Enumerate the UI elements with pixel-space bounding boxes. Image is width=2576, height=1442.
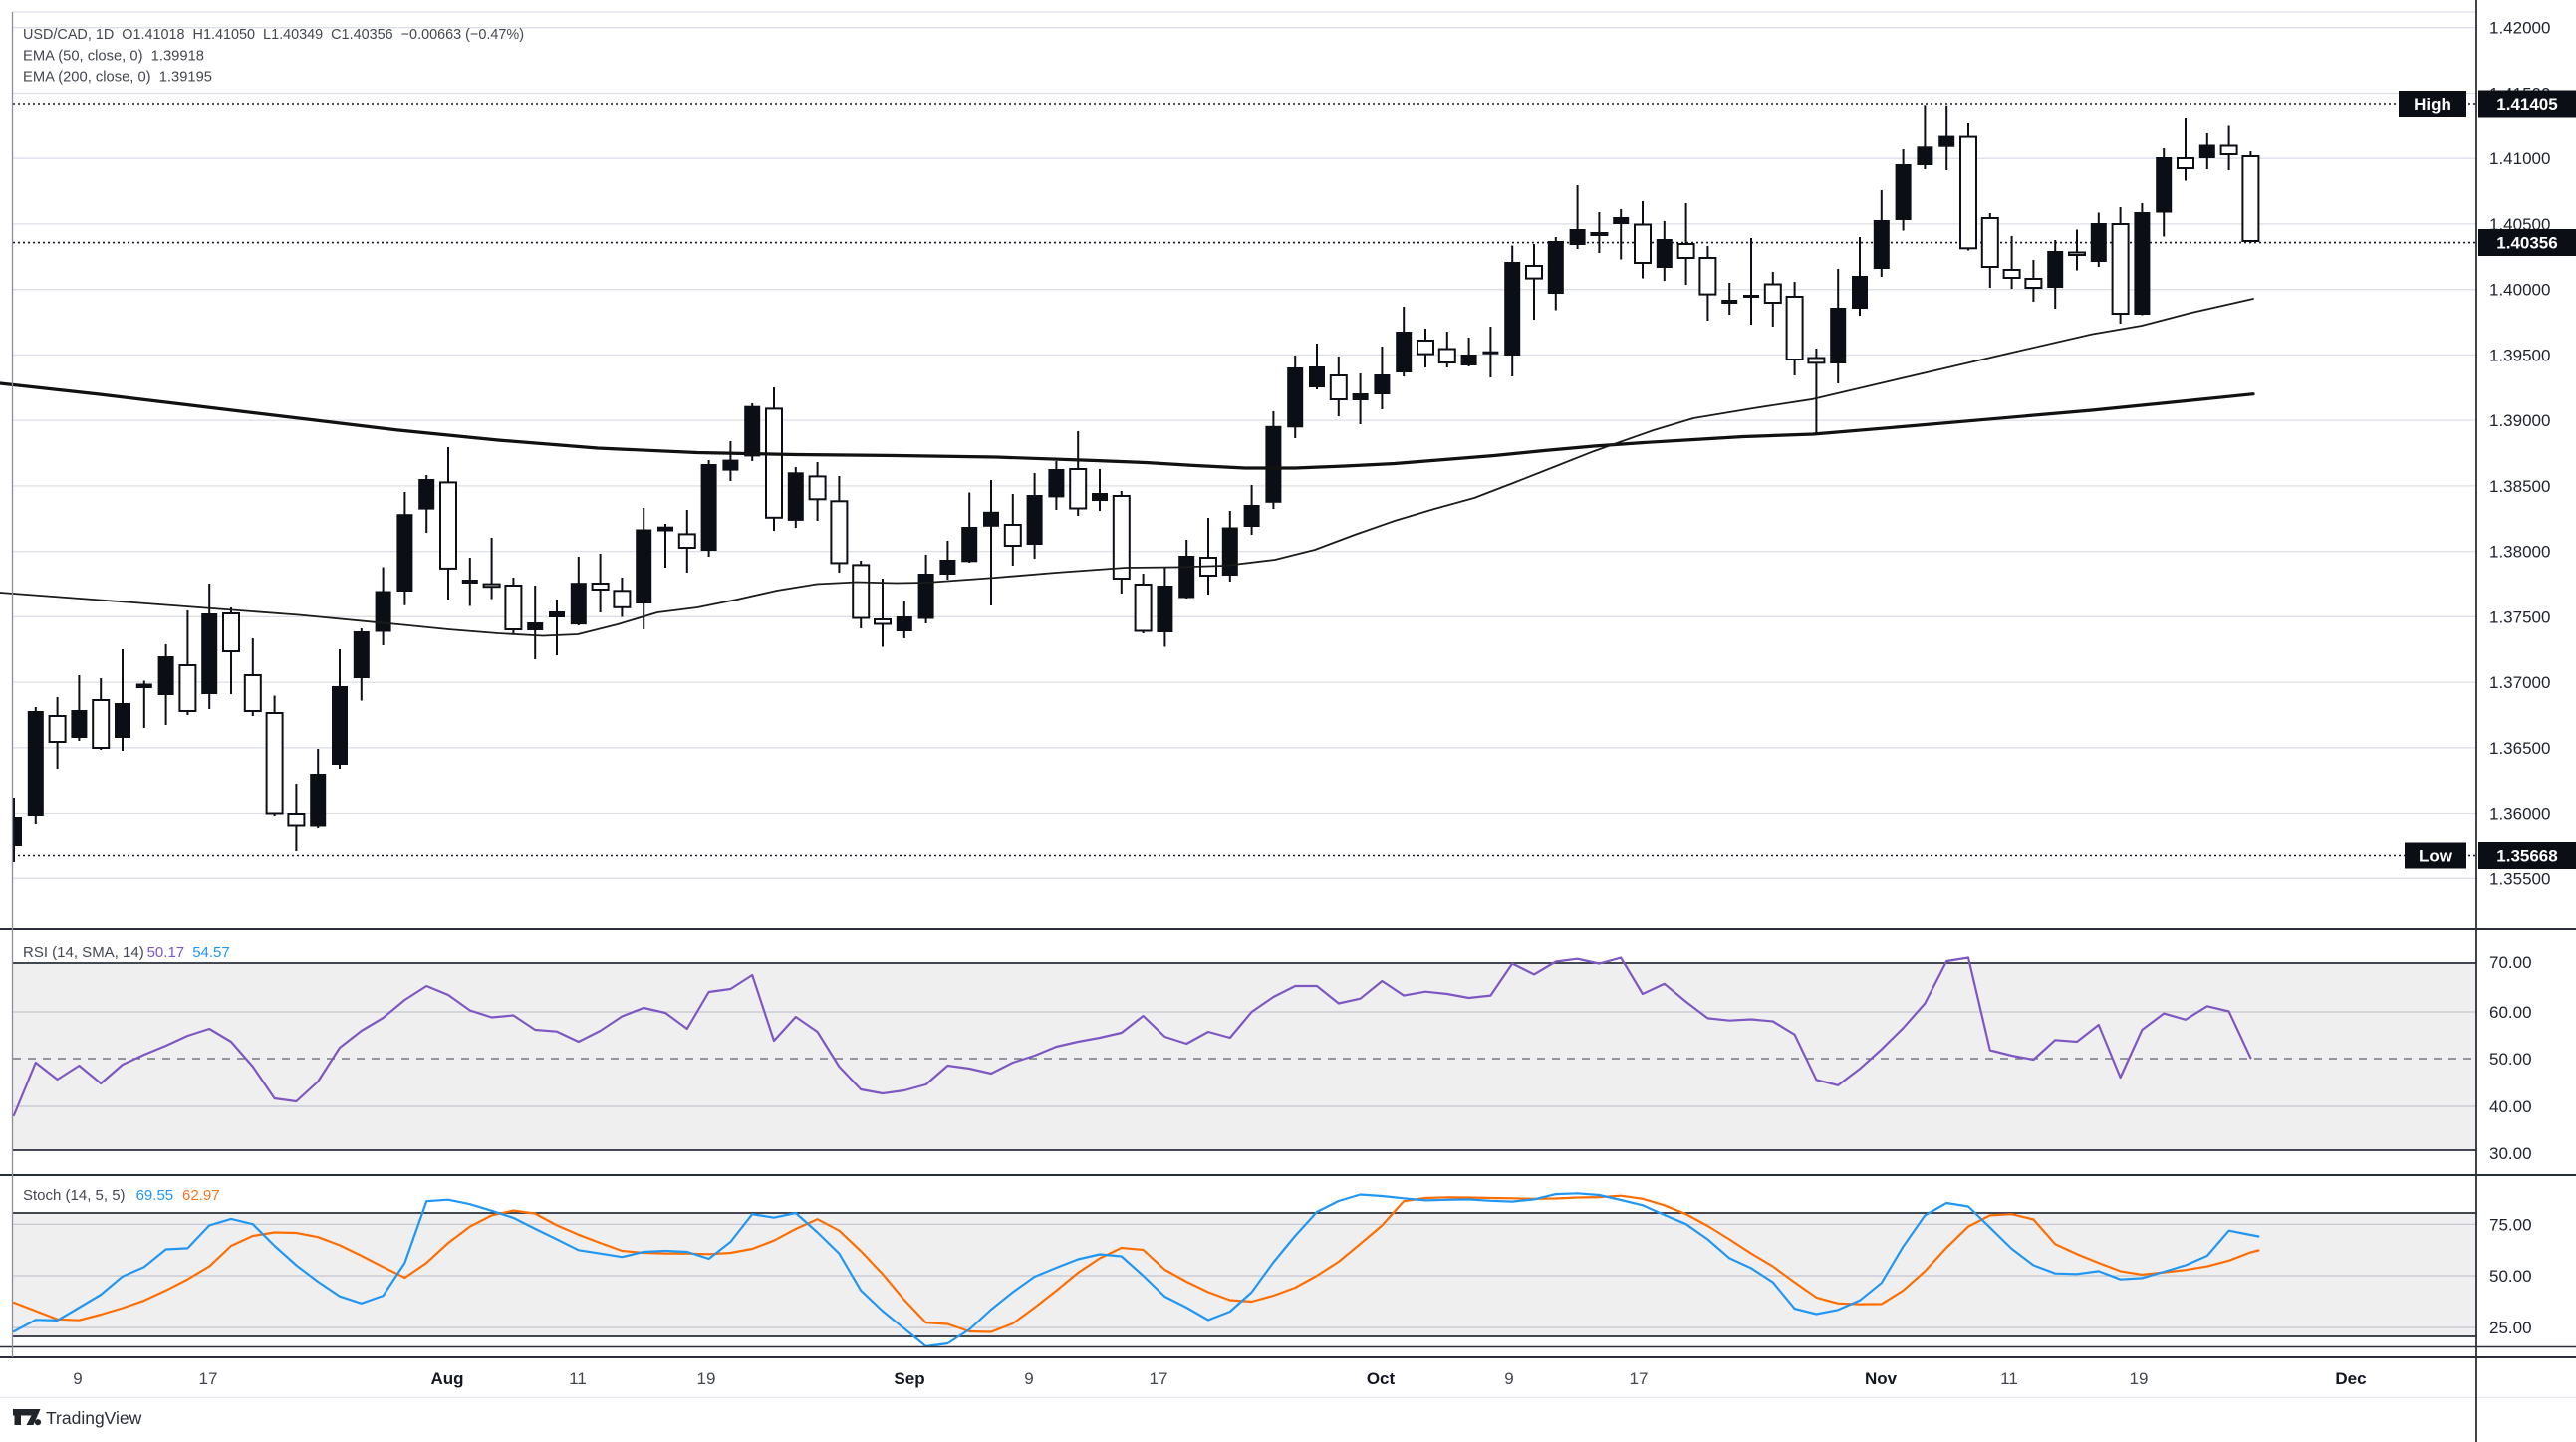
svg-text:60.00: 60.00 <box>2489 1003 2532 1022</box>
svg-text:1.35668: 1.35668 <box>2496 847 2557 866</box>
svg-text:1.39500: 1.39500 <box>2489 346 2550 364</box>
svg-text:9: 9 <box>1024 1369 1033 1388</box>
svg-text:17: 17 <box>199 1369 218 1388</box>
svg-text:Dec: Dec <box>2335 1369 2366 1388</box>
svg-text:TradingView: TradingView <box>46 1408 142 1428</box>
svg-text:11: 11 <box>2000 1369 2018 1388</box>
svg-text:EMA (200, close, 0) 1.39195: EMA (200, close, 0) 1.39195 <box>23 69 212 86</box>
svg-text:69.55: 69.55 <box>136 1187 174 1204</box>
svg-text:1.42000: 1.42000 <box>2489 19 2550 38</box>
svg-text:9: 9 <box>73 1369 82 1388</box>
svg-text:19: 19 <box>2130 1369 2149 1388</box>
svg-text:1.41405: 1.41405 <box>2496 95 2557 114</box>
svg-text:30.00: 30.00 <box>2489 1144 2532 1163</box>
svg-text:1.37500: 1.37500 <box>2489 607 2550 626</box>
svg-text:Stoch (14, 5, 5): Stoch (14, 5, 5) <box>23 1187 126 1204</box>
svg-text:19: 19 <box>697 1369 716 1388</box>
svg-text:62.97: 62.97 <box>182 1187 220 1204</box>
svg-text:11: 11 <box>569 1369 587 1388</box>
svg-text:1.35500: 1.35500 <box>2489 869 2550 888</box>
svg-text:40.00: 40.00 <box>2489 1097 2532 1116</box>
svg-text:1.38000: 1.38000 <box>2489 543 2550 562</box>
svg-text:1.40356: 1.40356 <box>2496 234 2557 253</box>
svg-text:9: 9 <box>1504 1369 1513 1388</box>
svg-text:54.57: 54.57 <box>192 944 230 961</box>
svg-text:1.38500: 1.38500 <box>2489 477 2550 496</box>
svg-text:17: 17 <box>1150 1369 1168 1388</box>
svg-text:EMA (50, close, 0) 1.39918: EMA (50, close, 0) 1.39918 <box>23 48 204 65</box>
svg-text:70.00: 70.00 <box>2489 953 2532 972</box>
svg-text:1.36000: 1.36000 <box>2489 805 2550 824</box>
svg-text:1.37000: 1.37000 <box>2489 673 2550 692</box>
svg-text:Oct: Oct <box>1367 1369 1396 1388</box>
svg-text:1.36500: 1.36500 <box>2489 739 2550 758</box>
svg-text:RSI (14, SMA, 14): RSI (14, SMA, 14) <box>23 944 144 961</box>
svg-text:1.40000: 1.40000 <box>2489 281 2550 300</box>
svg-text:25.00: 25.00 <box>2489 1319 2532 1337</box>
svg-text:17: 17 <box>1630 1369 1649 1388</box>
svg-text:1.39000: 1.39000 <box>2489 411 2550 430</box>
svg-text:75.00: 75.00 <box>2489 1215 2532 1234</box>
svg-text:Nov: Nov <box>1865 1369 1898 1388</box>
svg-text:USD/CAD, 1D O1.41018 H1.4105: USD/CAD, 1D O1.41018 H1.41050 L1.40349 C… <box>23 26 524 43</box>
svg-text:Sep: Sep <box>894 1369 924 1388</box>
svg-text:50.00: 50.00 <box>2489 1267 2532 1286</box>
svg-text:Low: Low <box>2419 847 2453 866</box>
svg-text:Aug: Aug <box>430 1369 463 1388</box>
svg-text:50.17: 50.17 <box>147 944 185 961</box>
svg-text:50.00: 50.00 <box>2489 1050 2532 1069</box>
svg-text:High: High <box>2414 95 2451 114</box>
svg-text:1.41000: 1.41000 <box>2489 149 2550 168</box>
